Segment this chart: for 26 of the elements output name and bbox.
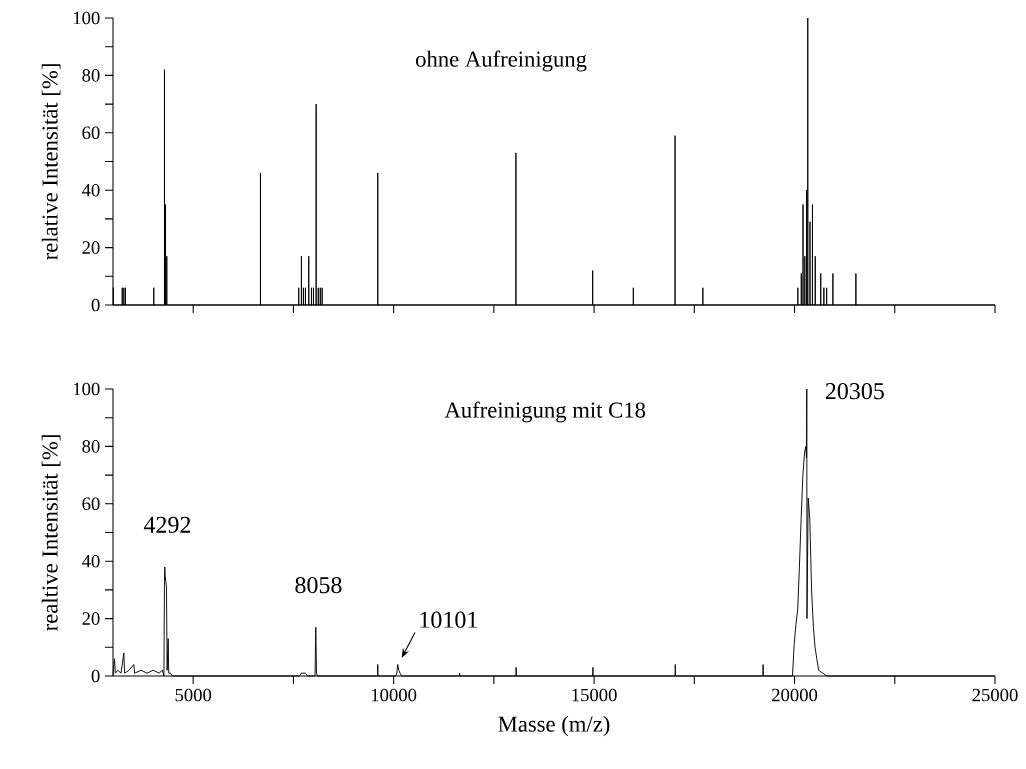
- y-tick-label: 40: [81, 183, 100, 197]
- y-tick-label: 80: [82, 69, 100, 82]
- y-tick-label: 60: [82, 126, 100, 140]
- annotation: 8058: [295, 576, 342, 594]
- y-tick-label: 20: [82, 241, 100, 254]
- y-tick-label: 0: [91, 298, 100, 312]
- y-tick-label: 100: [73, 382, 100, 396]
- text: Aufreinigung mit C18: [444, 401, 646, 423]
- y-axis-title: realtive Intensität [%]: [41, 435, 61, 631]
- x-tick-label: 20000: [772, 688, 818, 702]
- annotation: 4292: [143, 516, 191, 533]
- y-tick-label: 100: [73, 11, 100, 25]
- y-tick-label: 60: [82, 497, 100, 511]
- x-tick-label: 15000: [572, 688, 617, 702]
- x-axis-title: Masse (m/z): [498, 715, 610, 737]
- annotation: 10101: [420, 611, 477, 628]
- x-tick-label: 10000: [371, 688, 417, 702]
- y-tick-label: 20: [82, 612, 100, 625]
- y-axis-title: relative Intensität [%]: [41, 64, 61, 260]
- y-tick-label: 40: [81, 554, 100, 568]
- annotation: 20305: [825, 383, 884, 400]
- x-tick-label: 25000: [972, 688, 1018, 702]
- text: ohne Aufreinigung: [416, 50, 587, 72]
- y-tick-label: 80: [82, 440, 100, 453]
- x-tick-label: 5000: [175, 688, 212, 702]
- y-tick-label: 0: [91, 669, 100, 683]
